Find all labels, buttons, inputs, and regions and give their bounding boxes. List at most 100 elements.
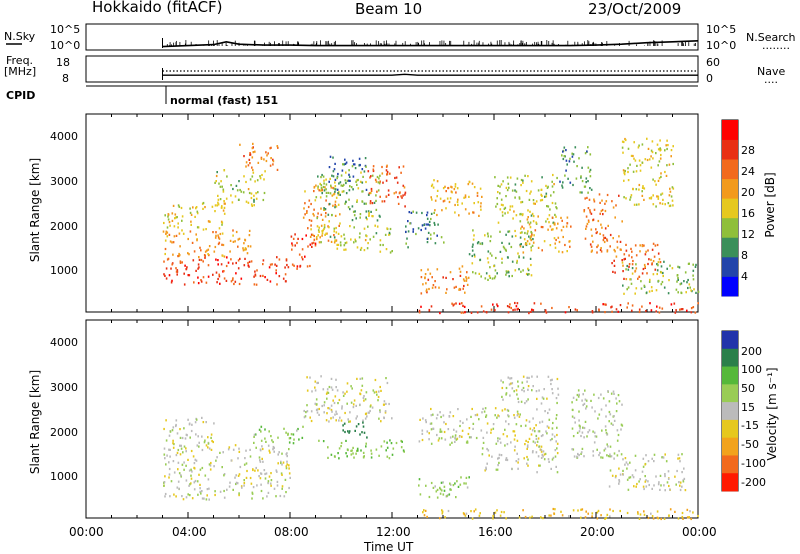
power-cell [217, 201, 219, 204]
power-cell [204, 206, 206, 209]
velocity-cell [470, 436, 472, 439]
velocity-cell [457, 485, 460, 488]
power-cell [319, 189, 322, 192]
velocity-cell [590, 399, 592, 402]
power-cell [207, 275, 210, 278]
power-cell [627, 147, 630, 150]
power-cell [655, 289, 658, 292]
power-cell [415, 211, 418, 214]
power-cell [639, 169, 642, 172]
power-cell [426, 223, 428, 226]
power-cell [627, 302, 629, 305]
velocity-cell [234, 476, 236, 479]
velocity-cell [689, 510, 691, 513]
power-cell [254, 270, 256, 273]
velocity-cell [198, 445, 200, 448]
velocity-cell [245, 462, 248, 465]
power-cell [548, 214, 551, 217]
velocity-cell [683, 467, 685, 470]
power-cell [248, 234, 251, 237]
velocity-cell [202, 421, 205, 424]
power-cell [634, 159, 637, 162]
power-cell [484, 234, 486, 237]
power-cell [692, 269, 695, 272]
power-cell [568, 306, 570, 309]
power-cell [549, 208, 551, 211]
power-cell [345, 181, 347, 185]
power-cell [420, 292, 423, 295]
power-cell [554, 213, 556, 216]
power-cell [457, 203, 459, 206]
power-cell [521, 225, 523, 228]
velocity-cell [168, 467, 171, 471]
power-cell [659, 139, 661, 142]
velocity-cell [481, 411, 483, 414]
velocity-cell [581, 508, 584, 511]
velocity-cell [213, 465, 215, 468]
power-cell [604, 311, 606, 314]
power-cell [359, 180, 362, 183]
velocity-cell [364, 398, 367, 401]
power-cell [355, 217, 357, 220]
velocity-cell [384, 410, 387, 413]
velocity-cell [288, 472, 291, 475]
velocity-cell [193, 466, 195, 469]
velocity-cell [511, 387, 514, 390]
power-cell [632, 259, 634, 263]
power-cell [465, 279, 468, 282]
velocity-cell [208, 447, 211, 450]
power-cell [554, 223, 556, 226]
power-cell [412, 230, 414, 233]
power-cell [560, 229, 563, 232]
power-cell [345, 192, 348, 195]
power-cell [643, 263, 646, 267]
velocity-cell [320, 375, 322, 378]
velocity-cell [607, 455, 610, 458]
power-cell [168, 233, 171, 236]
velocity-cell [449, 436, 452, 439]
power-cell [507, 211, 509, 214]
power-cell [650, 166, 653, 169]
power-cell [193, 250, 196, 253]
velocity-cell [359, 377, 362, 380]
velocity-cell [251, 497, 253, 500]
power-cell [349, 179, 351, 182]
power-cell [644, 265, 646, 268]
power-cell [485, 272, 488, 275]
velocity-cell [343, 422, 346, 425]
power-cell [471, 249, 474, 252]
velocity-cell [474, 508, 477, 511]
power-cell [601, 199, 603, 202]
velocity-cell [608, 400, 611, 403]
velocity-cell [356, 377, 358, 380]
velocity-cell [551, 458, 554, 461]
power-cell [453, 303, 455, 306]
power-cell [266, 278, 269, 281]
velocity-cell [556, 452, 559, 455]
power-cell [631, 272, 634, 275]
velocity-cell [544, 410, 546, 413]
velocity-cell [306, 376, 308, 379]
velocity-cell [571, 448, 573, 451]
power-cell [204, 250, 207, 253]
power-cell [237, 238, 240, 241]
power-cell [635, 263, 637, 266]
velocity-cell [647, 460, 650, 463]
velocity-cell [447, 509, 450, 513]
power-cell [433, 232, 435, 235]
power-cell [587, 166, 590, 169]
power-cell [427, 223, 430, 226]
power-cell [440, 236, 443, 239]
velocity-cell [284, 478, 287, 481]
velocity-cell [635, 485, 637, 488]
power-cell [618, 194, 620, 197]
power-cell [426, 211, 429, 214]
velocity-cell [497, 457, 499, 460]
power-cell [276, 256, 278, 259]
velocity-cell [524, 402, 526, 405]
power-cell [670, 303, 673, 306]
velocity-cell [509, 377, 511, 380]
velocity-cell [164, 457, 166, 460]
velocity-cell [338, 419, 340, 422]
velocity-cell [428, 495, 431, 499]
